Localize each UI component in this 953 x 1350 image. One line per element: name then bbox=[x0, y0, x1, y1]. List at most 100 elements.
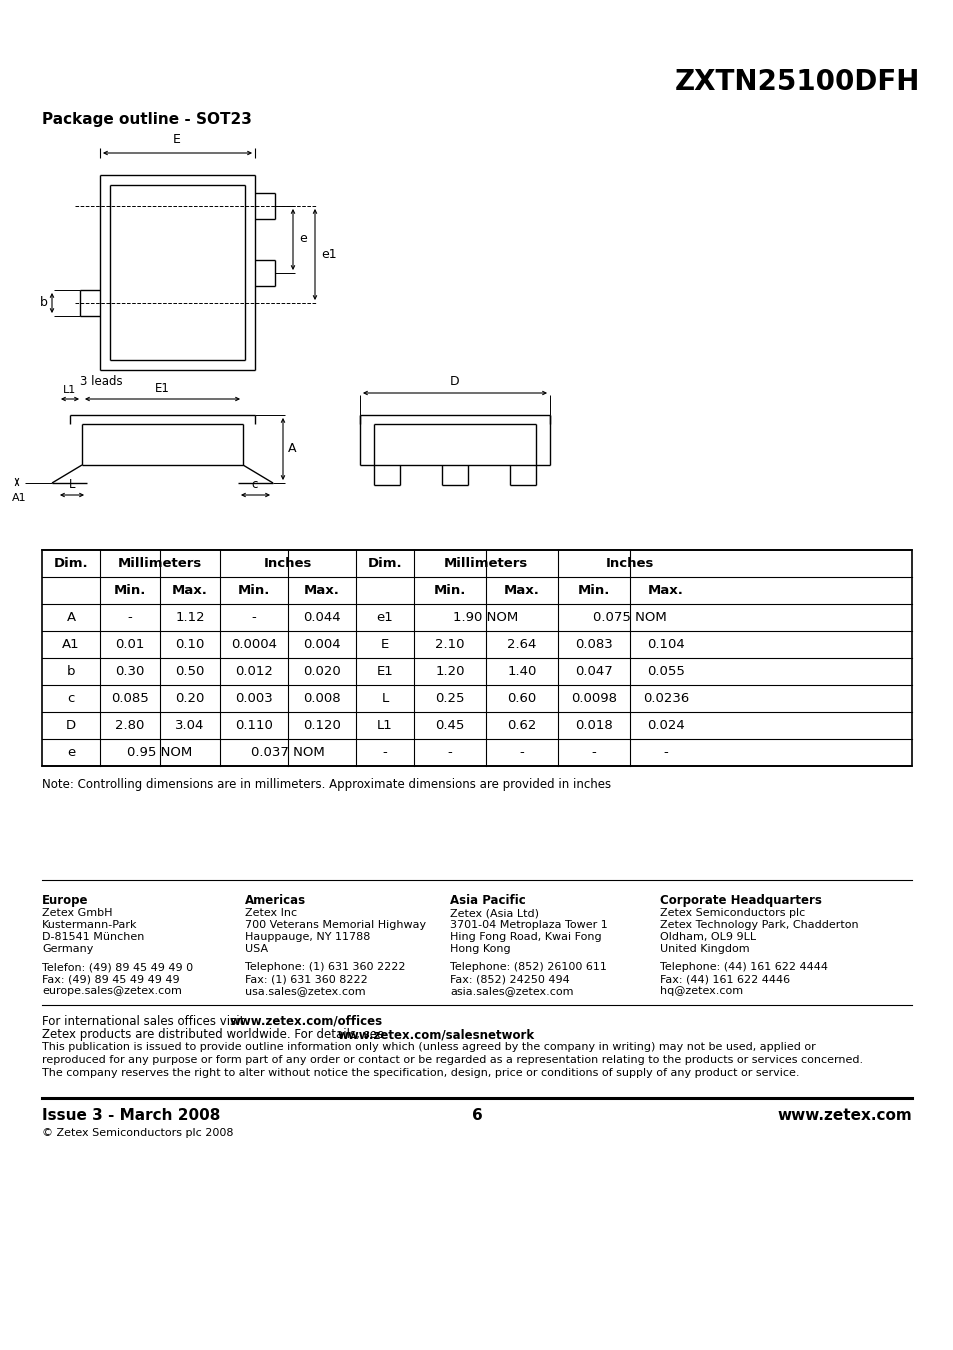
Text: 3 leads: 3 leads bbox=[80, 375, 123, 387]
Text: 0.0004: 0.0004 bbox=[231, 639, 276, 651]
Text: L1: L1 bbox=[63, 385, 76, 396]
Text: Hing Fong Road, Kwai Fong: Hing Fong Road, Kwai Fong bbox=[450, 931, 601, 942]
Text: 0.020: 0.020 bbox=[303, 666, 340, 678]
Text: www.zetex.com: www.zetex.com bbox=[777, 1108, 911, 1123]
Text: b: b bbox=[67, 666, 75, 678]
Bar bbox=[42, 549, 911, 765]
Text: 0.055: 0.055 bbox=[646, 666, 684, 678]
Text: 1.40: 1.40 bbox=[507, 666, 537, 678]
Text: 0.62: 0.62 bbox=[507, 720, 537, 732]
Text: E1: E1 bbox=[376, 666, 393, 678]
Text: Max.: Max. bbox=[503, 585, 539, 597]
Text: b: b bbox=[40, 297, 48, 309]
Text: Min.: Min. bbox=[578, 585, 610, 597]
Text: 0.104: 0.104 bbox=[646, 639, 684, 651]
Text: D-81541 München: D-81541 München bbox=[42, 931, 144, 942]
Text: D: D bbox=[66, 720, 76, 732]
Text: Zetex Semiconductors plc: Zetex Semiconductors plc bbox=[659, 909, 804, 918]
Text: Min.: Min. bbox=[113, 585, 146, 597]
Text: Fax: (44) 161 622 4446: Fax: (44) 161 622 4446 bbox=[659, 973, 789, 984]
Text: Hauppauge, NY 11788: Hauppauge, NY 11788 bbox=[245, 931, 370, 942]
Text: ZXTN25100DFH: ZXTN25100DFH bbox=[674, 68, 919, 96]
Text: 0.45: 0.45 bbox=[435, 720, 464, 732]
Text: Zetex Technology Park, Chadderton: Zetex Technology Park, Chadderton bbox=[659, 919, 858, 930]
Text: 0.01: 0.01 bbox=[115, 639, 145, 651]
Text: Fax: (852) 24250 494: Fax: (852) 24250 494 bbox=[450, 973, 569, 984]
Text: 0.003: 0.003 bbox=[234, 693, 273, 705]
Text: hq@zetex.com: hq@zetex.com bbox=[659, 986, 742, 996]
Text: -: - bbox=[382, 747, 387, 759]
Text: © Zetex Semiconductors plc 2008: © Zetex Semiconductors plc 2008 bbox=[42, 1129, 233, 1138]
Text: 0.037 NOM: 0.037 NOM bbox=[251, 747, 325, 759]
Text: 0.120: 0.120 bbox=[303, 720, 340, 732]
Text: c: c bbox=[252, 478, 258, 491]
Text: 0.0098: 0.0098 bbox=[571, 693, 617, 705]
Text: 2.64: 2.64 bbox=[507, 639, 537, 651]
Text: 0.110: 0.110 bbox=[234, 720, 273, 732]
Text: Min.: Min. bbox=[237, 585, 270, 597]
Text: United Kingdom: United Kingdom bbox=[659, 944, 749, 954]
Text: Oldham, OL9 9LL: Oldham, OL9 9LL bbox=[659, 931, 756, 942]
Text: 0.047: 0.047 bbox=[575, 666, 612, 678]
Text: Issue 3 - March 2008: Issue 3 - March 2008 bbox=[42, 1108, 220, 1123]
Text: Asia Pacific: Asia Pacific bbox=[450, 894, 525, 907]
Text: 0.30: 0.30 bbox=[115, 666, 145, 678]
Text: 0.25: 0.25 bbox=[435, 693, 464, 705]
Text: A: A bbox=[288, 443, 296, 455]
Text: -: - bbox=[519, 747, 524, 759]
Text: E: E bbox=[172, 134, 181, 146]
Text: 1.12: 1.12 bbox=[175, 612, 205, 624]
Text: Telefon: (49) 89 45 49 49 0: Telefon: (49) 89 45 49 49 0 bbox=[42, 963, 193, 972]
Text: 3701-04 Metroplaza Tower 1: 3701-04 Metroplaza Tower 1 bbox=[450, 919, 607, 930]
Text: This publication is issued to provide outline information only which (unless agr: This publication is issued to provide ou… bbox=[42, 1042, 815, 1052]
Text: 2.80: 2.80 bbox=[115, 720, 145, 732]
Text: L1: L1 bbox=[376, 720, 393, 732]
Text: e: e bbox=[298, 232, 307, 246]
Text: 1.90 NOM: 1.90 NOM bbox=[453, 612, 518, 624]
Text: reproduced for any purpose or form part of any order or contact or be regarded a: reproduced for any purpose or form part … bbox=[42, 1054, 862, 1065]
Text: Zetex Inc: Zetex Inc bbox=[245, 909, 296, 918]
Text: Americas: Americas bbox=[245, 894, 306, 907]
Text: The company reserves the right to alter without notice the specification, design: The company reserves the right to alter … bbox=[42, 1068, 799, 1079]
Text: e1: e1 bbox=[376, 612, 393, 624]
Text: -: - bbox=[591, 747, 596, 759]
Text: 0.50: 0.50 bbox=[175, 666, 205, 678]
Text: Inches: Inches bbox=[264, 558, 312, 570]
Text: 0.0236: 0.0236 bbox=[642, 693, 688, 705]
Text: Millimeters: Millimeters bbox=[443, 558, 528, 570]
Text: A1: A1 bbox=[11, 493, 27, 504]
Text: 0.012: 0.012 bbox=[234, 666, 273, 678]
Text: Corporate Headquarters: Corporate Headquarters bbox=[659, 894, 821, 907]
Text: 0.085: 0.085 bbox=[111, 693, 149, 705]
Text: Telephone: (1) 631 360 2222: Telephone: (1) 631 360 2222 bbox=[245, 963, 405, 972]
Text: Fax: (49) 89 45 49 49 49: Fax: (49) 89 45 49 49 49 bbox=[42, 973, 179, 984]
Text: A1: A1 bbox=[62, 639, 80, 651]
Text: Zetex GmbH: Zetex GmbH bbox=[42, 909, 112, 918]
Text: 0.024: 0.024 bbox=[646, 720, 684, 732]
Text: www.zetex.com/offices: www.zetex.com/offices bbox=[230, 1015, 383, 1027]
Text: Dim.: Dim. bbox=[53, 558, 89, 570]
Text: -: - bbox=[447, 747, 452, 759]
Text: Max.: Max. bbox=[647, 585, 683, 597]
Text: D: D bbox=[450, 375, 459, 387]
Text: Dim.: Dim. bbox=[367, 558, 402, 570]
Text: Note: Controlling dimensions are in millimeters. Approximate dimensions are prov: Note: Controlling dimensions are in mill… bbox=[42, 778, 611, 791]
Text: Inches: Inches bbox=[605, 558, 654, 570]
Text: 6: 6 bbox=[471, 1108, 482, 1123]
Text: Min.: Min. bbox=[434, 585, 466, 597]
Text: Europe: Europe bbox=[42, 894, 89, 907]
Text: www.zetex.com/salesnetwork: www.zetex.com/salesnetwork bbox=[337, 1027, 535, 1041]
Text: Telephone: (852) 26100 611: Telephone: (852) 26100 611 bbox=[450, 963, 606, 972]
Text: Hong Kong: Hong Kong bbox=[450, 944, 510, 954]
Text: L: L bbox=[69, 478, 75, 491]
Text: 2.10: 2.10 bbox=[435, 639, 464, 651]
Text: Telephone: (44) 161 622 4444: Telephone: (44) 161 622 4444 bbox=[659, 963, 827, 972]
Text: Zetex products are distributed worldwide. For details, see: Zetex products are distributed worldwide… bbox=[42, 1027, 388, 1041]
Text: USA: USA bbox=[245, 944, 268, 954]
Text: Germany: Germany bbox=[42, 944, 93, 954]
Text: europe.sales@zetex.com: europe.sales@zetex.com bbox=[42, 986, 182, 996]
Text: 0.018: 0.018 bbox=[575, 720, 612, 732]
Text: 700 Veterans Memorial Highway: 700 Veterans Memorial Highway bbox=[245, 919, 426, 930]
Text: Fax: (1) 631 360 8222: Fax: (1) 631 360 8222 bbox=[245, 973, 367, 984]
Text: L: L bbox=[381, 693, 388, 705]
